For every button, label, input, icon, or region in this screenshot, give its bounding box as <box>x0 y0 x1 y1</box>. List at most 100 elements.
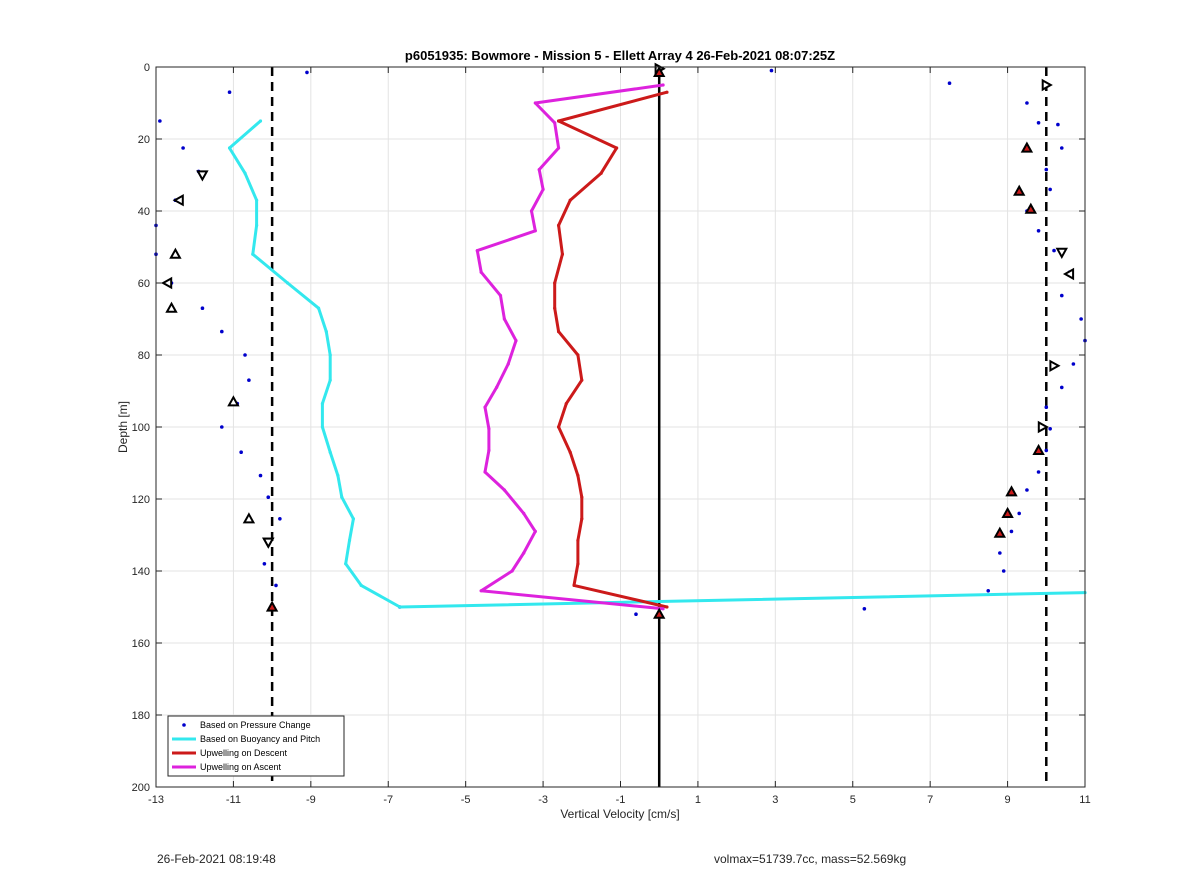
series-layer <box>154 68 1087 616</box>
legend-box <box>167 715 345 777</box>
series-vertex <box>556 146 561 150</box>
y-tick-label: 100 <box>132 422 150 434</box>
series-vertex <box>324 330 328 334</box>
series-vertex <box>258 119 263 123</box>
marker-tri-down <box>196 170 209 182</box>
y-tick-label: 0 <box>144 62 150 74</box>
series-vertex <box>553 306 557 310</box>
series-vertex <box>661 607 665 611</box>
series-vertex <box>522 511 526 515</box>
series-vertex <box>576 538 580 543</box>
series-vertex <box>336 474 340 478</box>
pressure-point <box>1056 122 1060 127</box>
y-tick-label: 140 <box>132 566 150 578</box>
legend-label: Based on Buoyancy and Pitch <box>200 734 320 744</box>
series-vertex <box>665 605 669 609</box>
pressure-point <box>278 517 282 521</box>
series-vertex <box>344 562 348 566</box>
series-line <box>553 90 668 609</box>
pressure-point <box>200 306 205 311</box>
pressure-point <box>274 583 278 588</box>
pressure-point <box>1025 488 1029 492</box>
series-vertex <box>599 171 603 175</box>
pressure-point <box>1052 248 1056 253</box>
footer-stats: volmax=51739.7cc, mass=52.569kg <box>714 852 907 866</box>
x-tick-label: -13 <box>148 794 164 806</box>
pressure-point <box>1059 146 1064 150</box>
series-vertex <box>533 101 537 105</box>
marker-tri-up <box>265 600 279 612</box>
pressure-point <box>1025 101 1029 105</box>
marker-tri-down <box>1055 247 1068 259</box>
legend-label: Based on Pressure Change <box>200 720 311 730</box>
series-vertex <box>522 551 526 555</box>
series-vertex <box>328 450 332 454</box>
legend-label: Upwelling on Descent <box>200 748 288 758</box>
series-line <box>228 119 1086 609</box>
marker-tri-up <box>1013 184 1026 196</box>
series-vertex <box>479 270 483 274</box>
series-vertex <box>320 425 325 429</box>
pressure-point <box>1036 121 1041 125</box>
series-vertex <box>479 589 483 593</box>
marker-tri-up <box>169 247 182 259</box>
series-vertex <box>506 362 510 366</box>
marker-tri-up <box>993 526 1006 538</box>
series-line <box>475 83 664 611</box>
footer-timestamp: 26-Feb-2021 08:19:48 <box>157 852 276 866</box>
x-tick-label: 5 <box>850 794 856 806</box>
series-vertex <box>347 538 352 543</box>
pressure-point <box>1079 317 1083 321</box>
series-vertex <box>286 281 290 285</box>
series-vertex <box>560 252 565 256</box>
pressure-point <box>769 68 774 73</box>
pressure-point <box>1017 511 1021 516</box>
series-vertex <box>556 330 561 334</box>
pressure-point <box>305 70 309 75</box>
series-vertex <box>564 402 568 406</box>
legend: Based on Pressure Change Based on Buoyanc… <box>167 715 345 777</box>
pressure-point <box>227 90 232 94</box>
series-vertex <box>502 317 506 321</box>
pressure-point <box>220 425 224 429</box>
pressure-point <box>1044 448 1049 453</box>
markers-layer <box>161 62 1075 619</box>
pressure-point <box>1048 187 1052 192</box>
marker-tri-up <box>1001 506 1014 518</box>
y-tick-label: 20 <box>138 134 150 146</box>
x-tick-label: 1 <box>695 794 701 806</box>
y-tick-label: 180 <box>132 710 150 722</box>
x-tick-label: 9 <box>1005 794 1011 806</box>
x-tick-label: -11 <box>226 794 241 806</box>
series-vertex <box>580 495 584 499</box>
series-vertex <box>328 378 332 382</box>
x-tick-label: -9 <box>306 794 316 806</box>
series-vertex <box>328 353 332 357</box>
marker-tri-up <box>1005 485 1018 497</box>
pressure-point <box>158 119 162 123</box>
pressure-point <box>262 562 267 566</box>
marker-tri-down <box>262 537 275 549</box>
series-vertex <box>255 223 259 227</box>
series-vertex <box>533 229 537 233</box>
series-vertex <box>572 583 576 588</box>
pressure-point <box>1001 569 1006 573</box>
series-vertex <box>316 306 321 310</box>
series-vertex <box>495 385 499 389</box>
series-vertex <box>359 583 363 588</box>
marker-tri-up <box>242 512 256 524</box>
series-vertex <box>665 90 669 94</box>
pressure-point <box>181 146 185 150</box>
pressure-point <box>1071 362 1076 366</box>
pressure-point <box>1059 385 1064 390</box>
series-vertex <box>255 198 259 202</box>
pressure-point <box>947 81 952 85</box>
series-vertex <box>556 425 561 429</box>
series-vertex <box>556 119 561 123</box>
marker-tri-left <box>1062 267 1075 281</box>
pressure-point <box>862 607 867 611</box>
legend-label: Upwelling on Ascent <box>200 762 282 772</box>
pressure-point <box>243 353 247 357</box>
series-vertex <box>514 339 518 343</box>
y-tick-label: 60 <box>138 278 150 290</box>
